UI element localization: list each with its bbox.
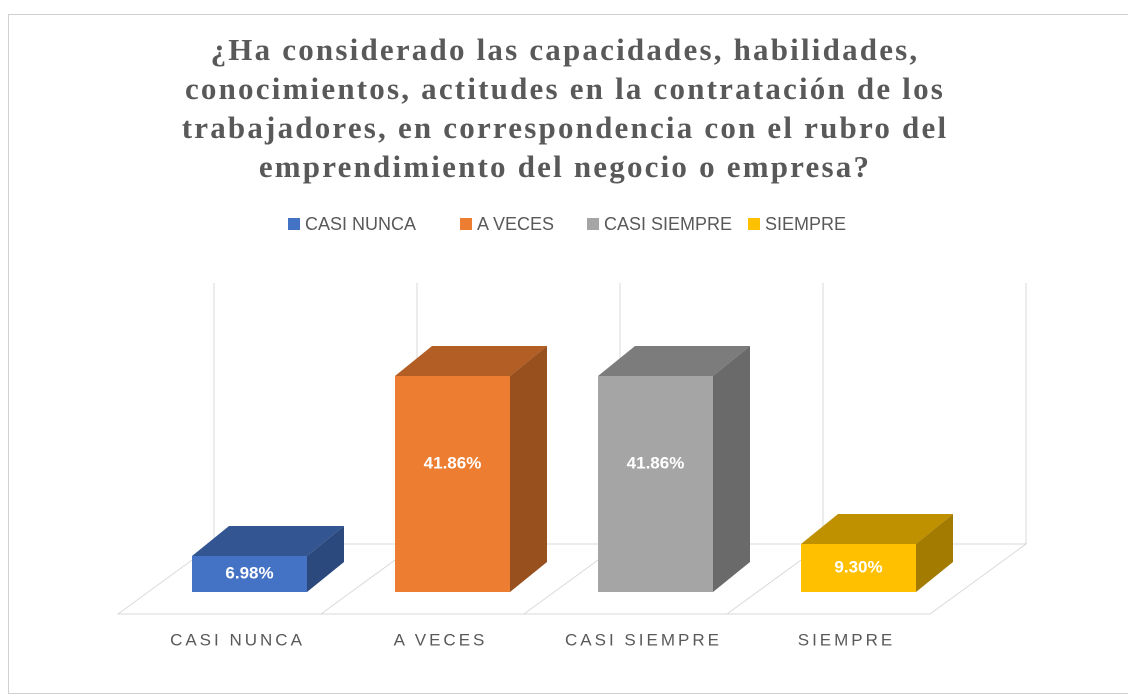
x-tick-label: SIEMPRE: [798, 630, 896, 649]
bar: [395, 376, 510, 592]
data-label: 6.98%: [225, 563, 273, 582]
legend-label: SIEMPRE: [765, 214, 846, 234]
x-tick-label: A VECES: [394, 630, 488, 649]
bar-side: [307, 525, 344, 592]
legend-label: CASI SIEMPRE: [604, 214, 732, 234]
bar-side: [713, 346, 750, 592]
x-tick-label: CASI SIEMPRE: [565, 630, 722, 649]
bar-top: [192, 525, 344, 556]
legend-swatch: [748, 218, 760, 230]
bar-top: [801, 514, 953, 545]
legend-swatch: [587, 218, 599, 230]
bar-top: [598, 346, 750, 376]
bar: [801, 544, 916, 592]
bar-top: [395, 346, 547, 376]
bar: [598, 376, 713, 592]
bar-side: [510, 346, 547, 592]
x-tick-label: CASI NUNCA: [170, 630, 305, 649]
legend-label: CASI NUNCA: [305, 214, 416, 234]
legend-label: A VECES: [477, 214, 554, 234]
chart-title: ¿Ha considerado las capacidades, habilid…: [181, 32, 949, 184]
data-label: 9.30%: [834, 557, 882, 576]
legend-swatch: [288, 218, 300, 230]
legend-swatch: [460, 218, 472, 230]
bar: [192, 555, 307, 592]
bar-side: [916, 514, 953, 592]
data-label: 41.86%: [627, 453, 685, 472]
data-label: 41.86%: [424, 453, 482, 472]
chart: CASI NUNCA A VECES CASI SIEMPRE SIEMPRE 6.98…: [116, 214, 1028, 649]
